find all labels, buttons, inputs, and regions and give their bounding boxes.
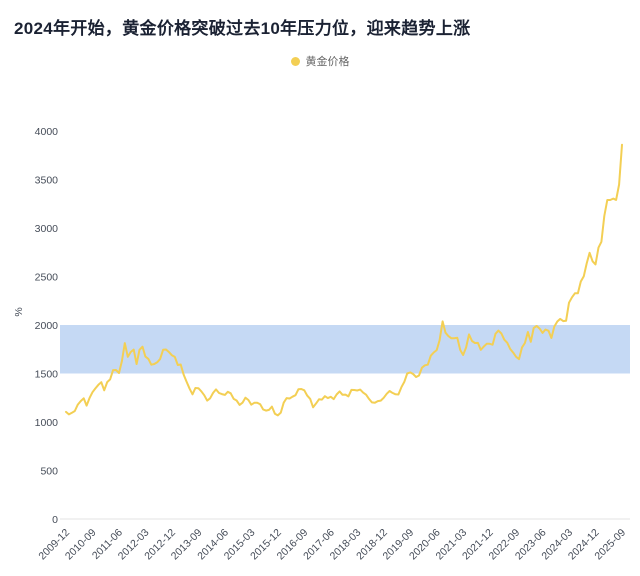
y-axis-tick-label: 1500 [35,369,59,381]
gold-price-chart: 05001000150020002500300035004000%2009-12… [13,126,630,562]
legend-marker-icon [290,56,300,66]
y-axis-tick-label: 2500 [35,272,59,284]
y-axis-tick-label: 3500 [35,175,59,187]
y-axis-tick-label: 2000 [35,320,59,332]
resistance-band [60,325,630,374]
y-axis-tick-label: 1000 [35,417,59,429]
legend-label: 黄金价格 [305,56,350,68]
y-axis-tick-label: 3000 [35,223,59,235]
gold-price-line [65,143,623,417]
y-axis-tick-label: 0 [52,514,58,526]
y-axis-tick-label: 4000 [35,126,59,138]
page-title: 2024年开始，黄金价格突破过去10年压力位，迎来趋势上涨 [14,19,471,38]
y-axis-title: % [13,307,25,316]
y-axis-tick-label: 500 [40,466,58,478]
chart-legend[interactable]: 黄金价格 [0,53,640,69]
